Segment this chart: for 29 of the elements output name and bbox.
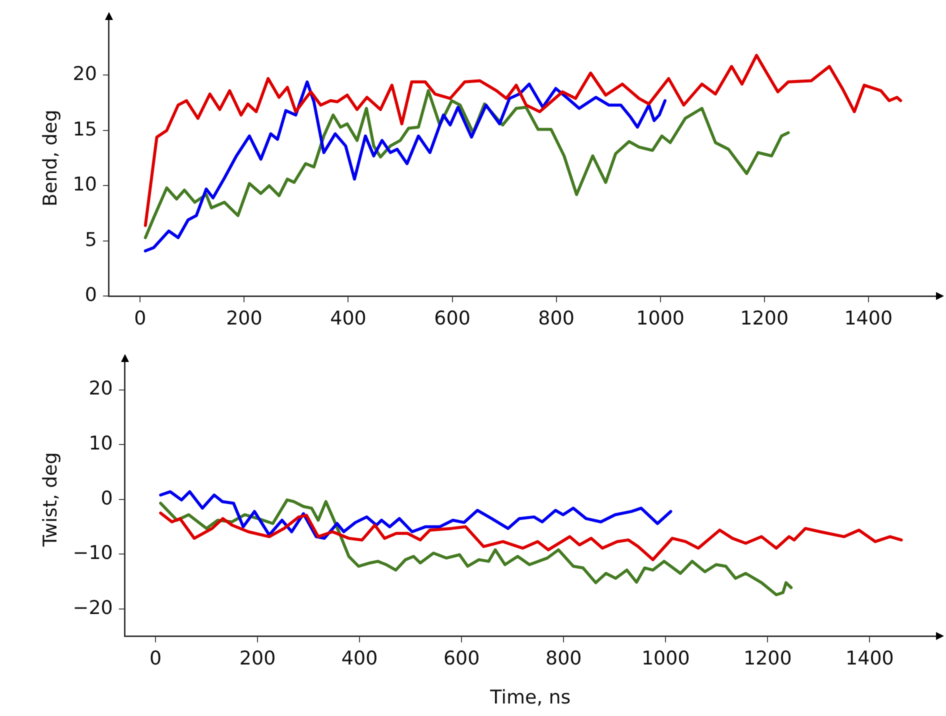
x-tick-label: 200 xyxy=(226,308,262,330)
x-tick-label: 0 xyxy=(134,308,146,330)
y-tick-label: 15 xyxy=(72,118,97,140)
x-tick-label: 1200 xyxy=(740,308,789,330)
y-tick-label: −10 xyxy=(72,542,113,564)
y-tick-label: −20 xyxy=(72,596,113,619)
y-tick-label: 10 xyxy=(88,432,113,455)
y-axis-title: Bend, deg xyxy=(39,110,62,206)
x-tick-label: 600 xyxy=(443,648,480,670)
x-tick-label: 0 xyxy=(149,648,162,670)
y-tick-label: 0 xyxy=(100,487,113,510)
x-tick-label: 1400 xyxy=(846,648,894,670)
y-tick-label: 5 xyxy=(84,228,97,251)
x-tick-label: 600 xyxy=(434,308,470,330)
x-tick-label: 200 xyxy=(239,648,276,670)
y-axis-title: Twist, deg xyxy=(39,452,62,548)
x-axis-title: Time, ns xyxy=(489,686,571,709)
x-tick-label: 400 xyxy=(341,648,378,670)
x-tick-label: 400 xyxy=(330,308,366,330)
x-tick-label: 1400 xyxy=(844,308,893,330)
x-tick-label: 1000 xyxy=(641,648,690,670)
y-tick-label: 20 xyxy=(88,378,113,400)
y-tick-label: 0 xyxy=(84,284,97,306)
y-tick-label: 10 xyxy=(72,174,97,196)
x-tick-label: 800 xyxy=(545,648,582,670)
x-tick-label: 800 xyxy=(538,308,574,330)
x-tick-label: 1200 xyxy=(743,648,792,670)
y-tick-label: 20 xyxy=(72,63,97,86)
x-tick-label: 1000 xyxy=(636,308,685,330)
